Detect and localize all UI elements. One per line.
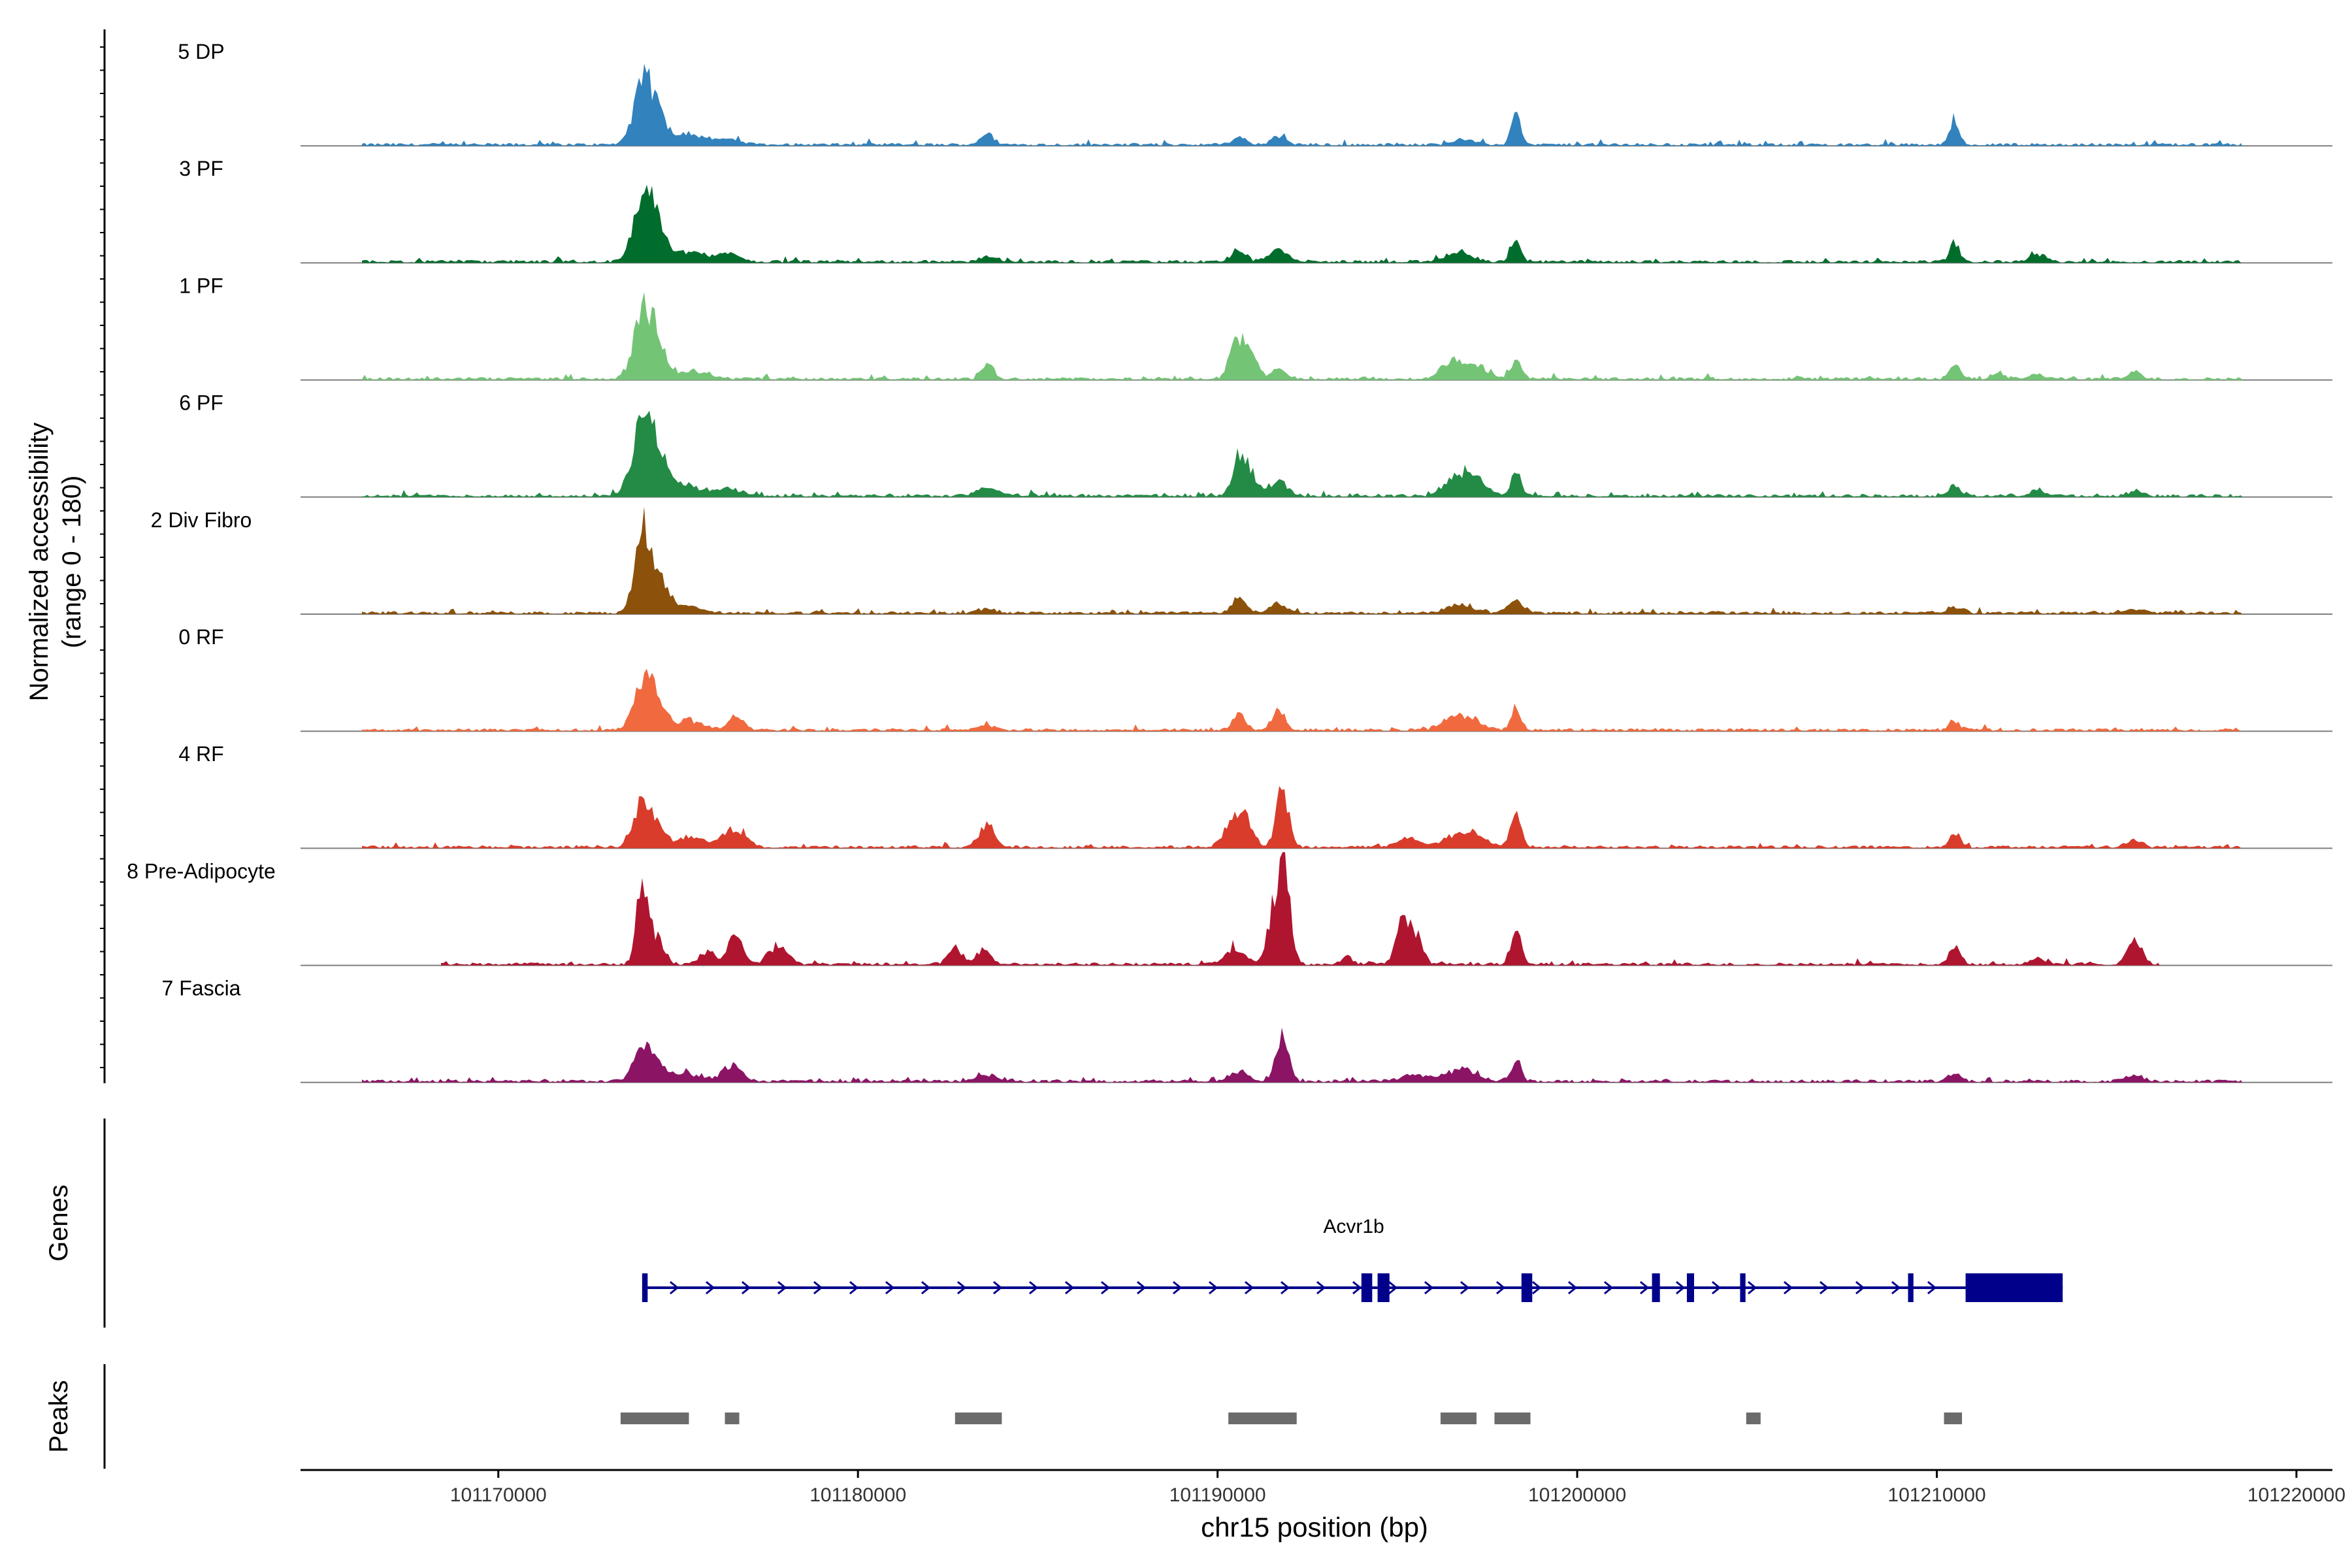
peak-region [1228,1413,1297,1424]
track-2: 3 PF [179,157,2332,264]
gene-strand-arrow [1064,1281,1075,1295]
peak-region [1494,1413,1531,1424]
gene-name-label: Acvr1b [1323,1216,1384,1237]
gene-strand-arrow [1495,1281,1506,1295]
gene-strand-arrow [669,1281,679,1295]
gene-strand-arrow [849,1281,859,1295]
gene-strand-arrow [705,1281,715,1295]
gene-exon [1686,1273,1694,1302]
peak-region [725,1413,740,1424]
peaks-track [620,1413,1963,1424]
gene-exon [1652,1273,1660,1302]
gene-strand-arrow [1316,1281,1326,1295]
gene-exon [1908,1273,1914,1302]
gene-strand-arrow [1100,1281,1111,1295]
x-tick-label: 101220000 [2247,1484,2345,1506]
peak-region [955,1413,1002,1424]
genes-track-label: Genes [44,1184,73,1262]
gene-strand-arrow [1028,1281,1039,1295]
gene-strand-arrow [1352,1281,1362,1295]
track-label: 5 DP [178,40,224,63]
x-tick-label: 101180000 [809,1484,906,1506]
gene-strand-arrow [1855,1281,1865,1295]
y-axis-title: Normalized accessibility [25,423,54,702]
track-8: 8 Pre-Adipocyte [127,852,2332,966]
gene-strand-arrow [885,1281,895,1295]
track-label: 7 Fascia [162,977,241,1000]
gene-strand-arrow [741,1281,751,1295]
coverage-tracks: 5 DP 3 PF 1 PF 6 PF 2 Div Fibro 0 RF 4 RF 8 Pre… [127,40,2332,1083]
x-tick-label: 101210000 [1887,1484,1985,1506]
gene-exon [642,1273,648,1302]
gene-strand-arrow [1747,1281,1757,1295]
peak-region [1944,1413,1963,1424]
y-axis-ticks [100,46,105,1068]
track-label: 3 PF [179,157,223,180]
peak-region [1746,1413,1761,1424]
x-axis-ticks: 101170000 101180000 101190000 101200000 1012… [450,1470,2345,1506]
gene-exon [1377,1273,1390,1302]
peak-region [620,1413,689,1424]
gene-strand-arrow [1711,1281,1722,1295]
gene-strand-arrow [1172,1281,1183,1295]
x-axis-title: chr15 position (bp) [1201,1512,1428,1543]
track-9: 7 Fascia [162,977,2332,1083]
track-label: 4 RF [178,742,223,766]
genes-track [642,1273,2063,1302]
gene-strand-arrow [1531,1281,1542,1295]
track-label: 8 Pre-Adipocyte [127,859,276,883]
track-3: 1 PF [179,274,2332,381]
gene-strand-arrow [1136,1281,1147,1295]
gene-strand-arrow [777,1281,787,1295]
y-axis-range: (range 0 - 180) [57,476,86,649]
gene-strand-arrow [956,1281,967,1295]
track-label: 2 Div Fibro [151,508,252,532]
peaks-track-label: Peaks [44,1380,73,1452]
x-tick-label: 101200000 [1528,1484,1626,1506]
gene-strand-arrow [1927,1281,1937,1295]
track-7: 4 RF [178,742,2332,849]
gene-strand-arrow [992,1281,1003,1295]
gene-strand-arrow [1891,1281,1901,1295]
gene-strand-arrow [1280,1281,1290,1295]
track-label: 1 PF [179,274,223,297]
x-tick-label: 101190000 [1169,1484,1266,1506]
track-1: 5 DP [178,40,2332,147]
track-4: 6 PF [179,391,2332,498]
gene-strand-arrow [1388,1281,1398,1295]
gene-strand-arrow [1244,1281,1254,1295]
gene-strand-arrow [921,1281,931,1295]
x-tick-label: 101170000 [450,1484,547,1506]
track-6: 0 RF [178,625,2332,732]
gene-strand-arrow [1208,1281,1218,1295]
gene-strand-arrow [1460,1281,1470,1295]
gene-exon [1361,1273,1373,1302]
track-label: 0 RF [178,625,223,649]
gene-strand-arrow [1675,1281,1686,1295]
gene-exon [1521,1273,1533,1302]
gene-strand-arrow [1567,1281,1578,1295]
gene-exon [1965,1273,2063,1302]
track-5: 2 Div Fibro [151,506,2332,615]
track-label: 6 PF [179,391,223,415]
gene-strand-arrow [1639,1281,1650,1295]
peak-region [1440,1413,1477,1424]
gene-exon [1740,1273,1746,1302]
gene-strand-arrow [1424,1281,1434,1295]
gene-strand-arrow [813,1281,823,1295]
gene-strand-arrow [1819,1281,1829,1295]
gene-strand-arrow [1783,1281,1793,1295]
gene-strand-arrow [1603,1281,1614,1295]
